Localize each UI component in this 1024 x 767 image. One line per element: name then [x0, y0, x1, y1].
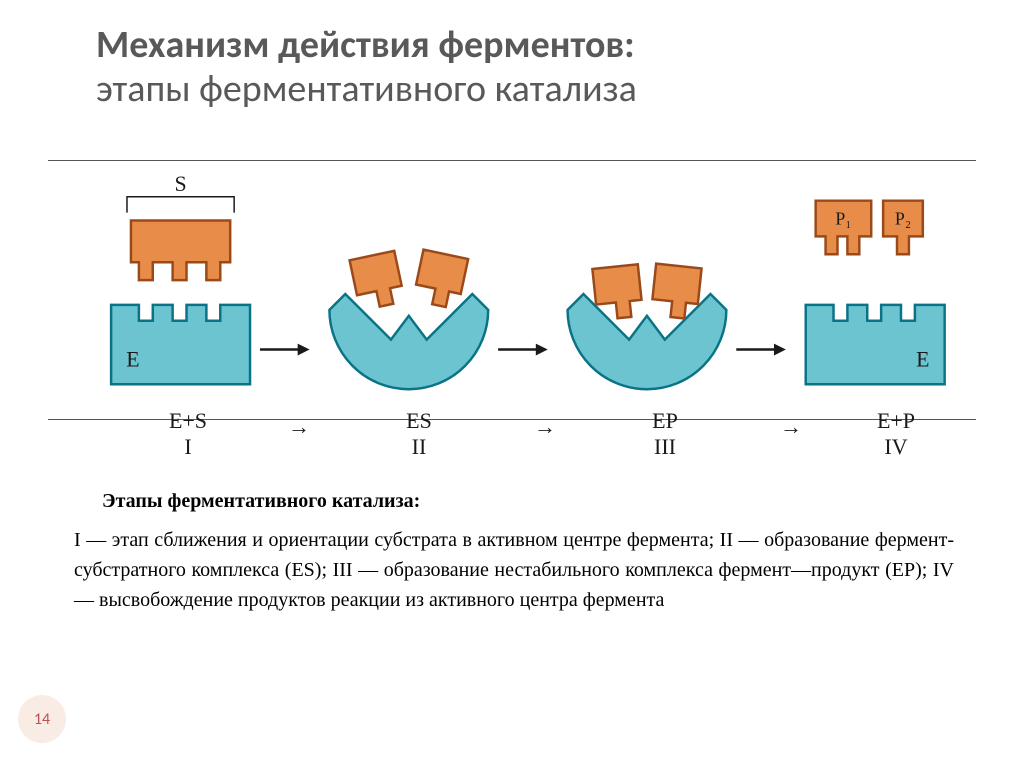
eq-top: E+S [88, 408, 288, 434]
equation-stage: E+SI [88, 408, 288, 461]
enzyme-diagram: E S E P₁ P₂ [48, 160, 976, 420]
page-number-badge: 14 [18, 695, 66, 743]
eq-top: EP [550, 408, 780, 434]
eq-bottom: I [88, 434, 288, 460]
eq-top: ES [304, 408, 534, 434]
svg-text:E: E [126, 347, 139, 371]
legend: Этапы ферментативного катализа: I — этап… [74, 490, 954, 615]
equation-stage: ESII [304, 408, 534, 461]
page-number: 14 [34, 710, 50, 729]
svg-text:P₁: P₁ [835, 209, 851, 229]
legend-heading: Этапы ферментативного катализа: [102, 490, 954, 513]
title-line2: этапы ферментативного катализа [96, 66, 637, 112]
legend-body: I — этап сближения и ориентации субстрат… [74, 525, 954, 615]
svg-text:E: E [916, 347, 929, 371]
eq-arrow: → [534, 408, 550, 440]
svg-text:S: S [174, 172, 186, 196]
equation-stage: EPIII [550, 408, 780, 461]
eq-top: E+P [796, 408, 996, 434]
eq-bottom: IV [796, 434, 996, 460]
diagram-svg: E S E P₁ P₂ [48, 161, 976, 419]
equation-row: E+SI→ESII→EPIII→E+PIV [48, 408, 1016, 461]
eq-bottom: III [550, 434, 780, 460]
eq-arrow: → [780, 408, 796, 440]
eq-arrow: → [288, 408, 304, 440]
equation-stage: E+PIV [796, 408, 996, 461]
eq-bottom: II [304, 434, 534, 460]
svg-text:P₂: P₂ [895, 209, 911, 229]
title-line1: Механизм действия ферментов: [96, 22, 635, 68]
